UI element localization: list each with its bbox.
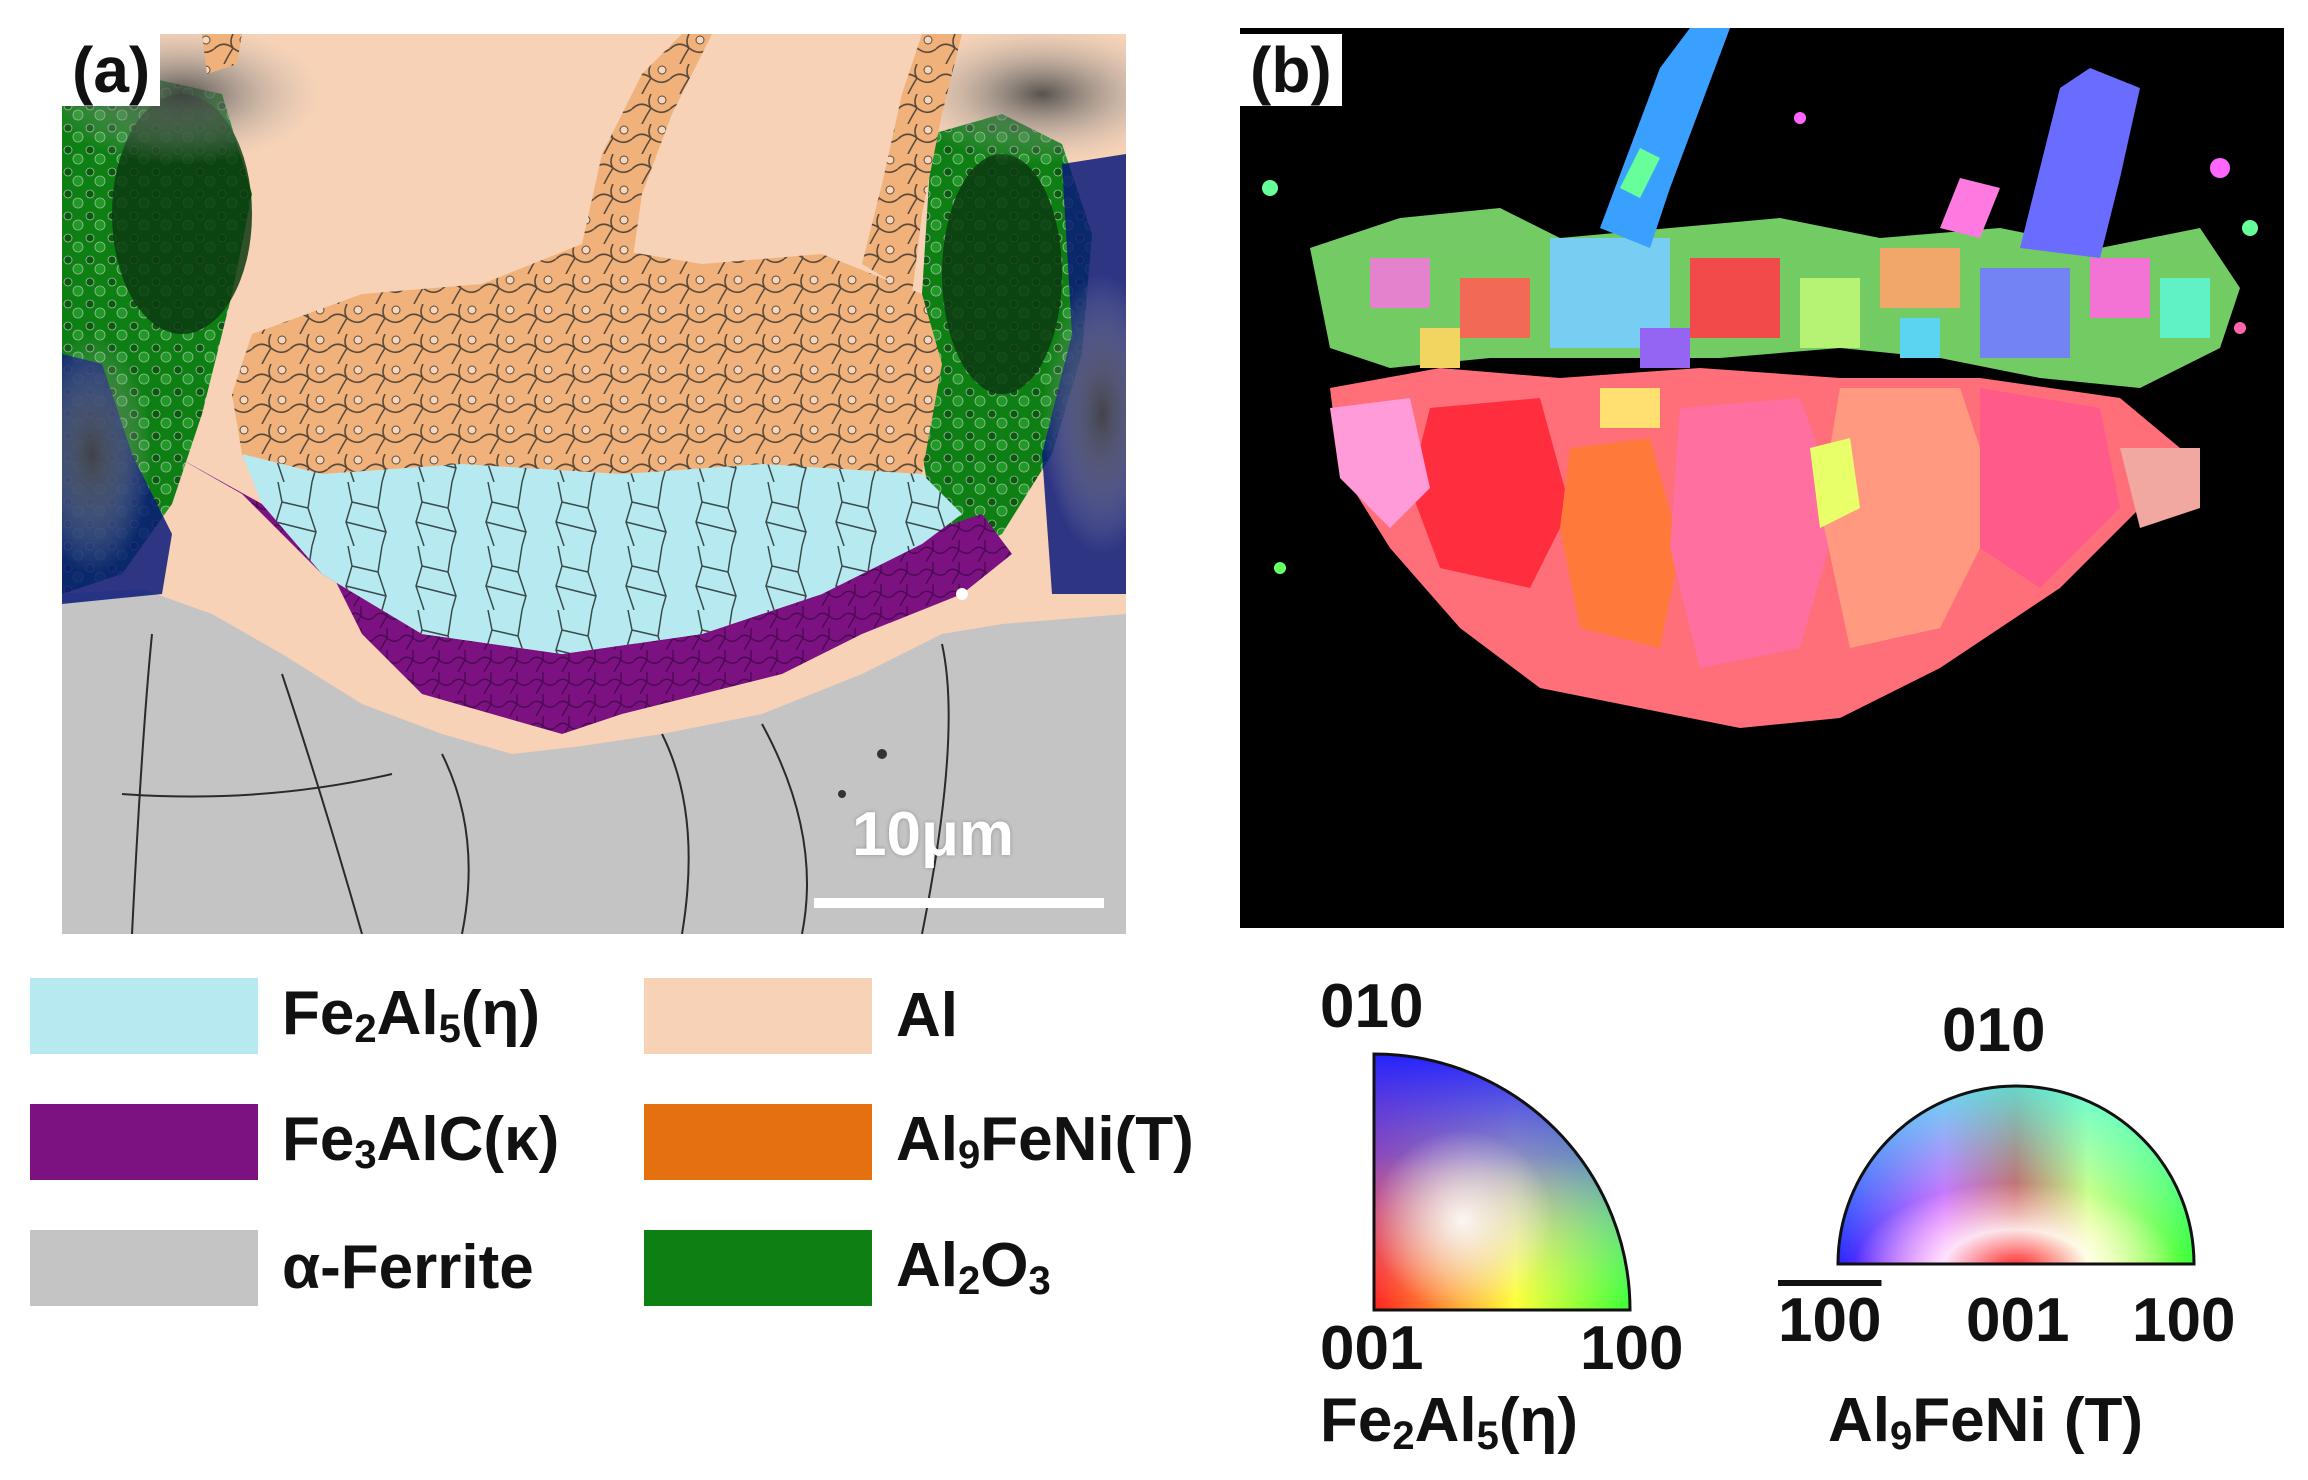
legend-swatch-fe2al5 — [30, 978, 258, 1054]
ipf-fe2al5-bottom-right-label: 100 — [1580, 1314, 1684, 1383]
legend-label-fe2al5: Fe2Al5(η) — [282, 979, 541, 1051]
scale-bar — [814, 898, 1104, 908]
legend-item-fe3alc: Fe3AlC(κ) — [30, 1104, 559, 1180]
ipf-al9feni-title: Al9FeNi (T) — [1828, 1386, 2143, 1458]
legend-item-fe2al5: Fe2Al5(η) — [30, 978, 540, 1054]
panel-b-orientation-map: (b) — [1240, 28, 2284, 928]
legend-label-al9feni: Al9FeNi(T) — [896, 1105, 1194, 1177]
ipf-key-al9feni: 010 — [1770, 970, 2290, 1470]
legend-label-alpha-ferrite: α-Ferrite — [282, 1233, 534, 1302]
panel-a-phase-map: (a) 10μm — [62, 34, 1126, 934]
legend-item-al9feni: Al9FeNi(T) — [644, 1104, 1194, 1180]
ipf-key-fe2al5: 010 001 100 Fe2A — [1300, 970, 1720, 1470]
orientation-map-image — [1240, 28, 2284, 928]
legend-label-fe3alc: Fe3AlC(κ) — [282, 1105, 560, 1177]
ipf-fe2al5-top-label: 010 — [1320, 972, 1424, 1041]
ipf-al9feni-bottom-left-label: 100 — [1778, 1286, 1882, 1355]
ipf-al9feni-top-label: 010 — [1942, 996, 2046, 1065]
ipf-al9feni-bottom-center-label: 001 — [1966, 1286, 2070, 1355]
legend-swatch-al9feni — [644, 1104, 872, 1180]
ipf-fe2al5-title: Fe2Al5(η) — [1320, 1386, 1579, 1458]
ipf-fe2al5-quarter-disk — [1372, 1052, 1632, 1312]
legend-swatch-al2o3 — [644, 1230, 872, 1306]
ipf-al9feni-bottom-right-label: 100 — [2132, 1286, 2236, 1355]
legend-swatch-al — [644, 978, 872, 1054]
ipf-fe2al5-bottom-left-label: 001 — [1320, 1314, 1424, 1383]
scale-bar-label: 10μm — [852, 800, 1015, 869]
legend-item-al: Al — [644, 978, 958, 1054]
legend-item-alpha-ferrite: α-Ferrite — [30, 1230, 534, 1306]
legend-swatch-fe3alc — [30, 1104, 258, 1180]
panel-a-label: (a) — [62, 34, 161, 106]
legend-label-al: Al — [896, 981, 958, 1050]
legend-label-al2o3: Al2O3 — [896, 1231, 1051, 1303]
legend-swatch-alpha-ferrite — [30, 1230, 258, 1306]
legend-item-al2o3: Al2O3 — [644, 1230, 1051, 1306]
phase-map-image — [62, 34, 1126, 934]
ipf-al9feni-half-disk — [1836, 1084, 2196, 1266]
panel-b-label: (b) — [1240, 34, 1342, 106]
